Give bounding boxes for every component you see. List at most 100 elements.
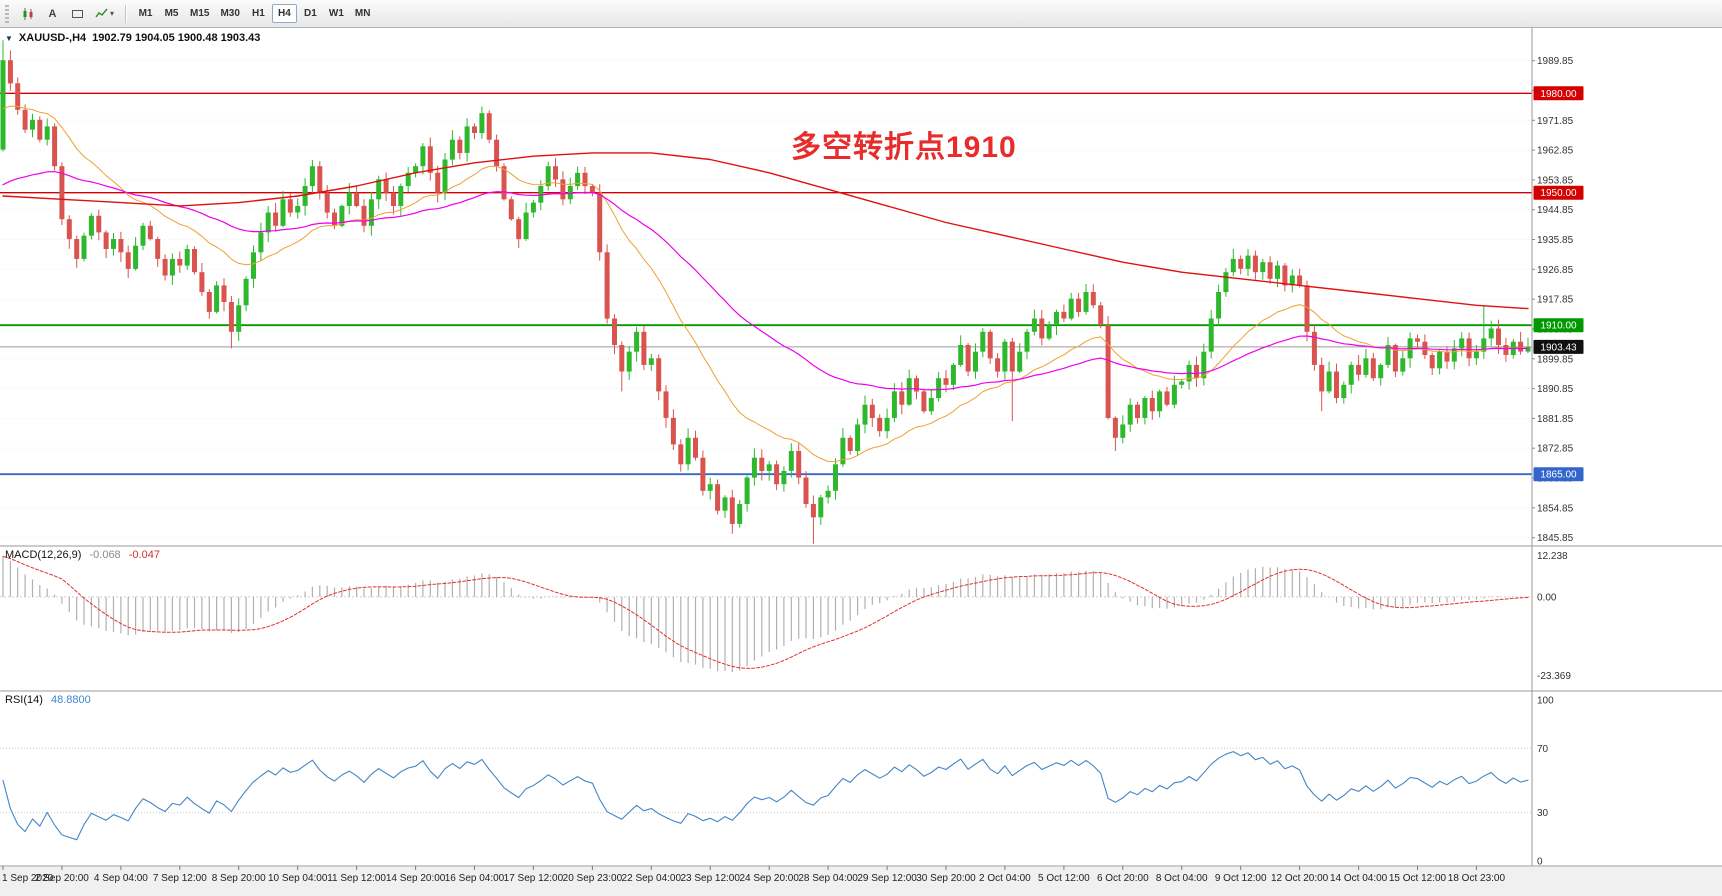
candle-body <box>1525 346 1531 352</box>
candle-body <box>405 172 411 187</box>
candle-body <box>391 192 396 206</box>
candle-body <box>1378 364 1384 379</box>
candle-body <box>670 417 676 445</box>
candle-body <box>111 239 116 249</box>
chart-title: ▼ XAUUSD-,H4 1902.79 1904.05 1900.48 190… <box>5 32 260 44</box>
candle-body <box>744 477 750 504</box>
timeframe-button-d1[interactable]: D1 <box>304 8 317 19</box>
time-tick-label: 8 Oct 04:00 <box>1156 873 1208 884</box>
candle-body <box>516 219 522 240</box>
candle-body <box>287 199 293 213</box>
candle-body <box>523 212 529 239</box>
candle-body <box>553 166 558 180</box>
candle-body <box>958 345 964 365</box>
mid-ma-line <box>2 171 1529 391</box>
timeframe-button-mn[interactable]: MN <box>354 8 371 19</box>
text-frame-button[interactable] <box>66 3 89 24</box>
time-tick-label: 7 Sep 12:00 <box>153 873 207 884</box>
annotation-text[interactable]: 多空转折点1910 <box>791 131 1017 164</box>
candle-body <box>899 391 905 405</box>
time-tick-label: 6 Oct 20:00 <box>1097 873 1149 884</box>
candle-body <box>626 351 632 372</box>
candle-body <box>155 239 161 259</box>
macd-tick-label: 12.238 <box>1537 551 1568 562</box>
time-tick-label: 22 Sep 04:00 <box>622 873 682 884</box>
timeframe-button-m1[interactable]: M1 <box>138 8 153 19</box>
candle-body <box>81 235 87 259</box>
time-tick-label: 29 Sep 12:00 <box>857 873 917 884</box>
candle-body <box>1083 292 1089 312</box>
candle-body <box>1142 398 1148 418</box>
candle-body <box>140 225 146 246</box>
time-tick-label: 2 Oct 04:00 <box>979 873 1031 884</box>
candle-body <box>1473 351 1479 359</box>
candle-body <box>22 109 28 130</box>
candle-body <box>1297 275 1303 286</box>
candle-body <box>1098 305 1104 326</box>
candle-body <box>1459 338 1465 349</box>
candle-body <box>1488 328 1494 339</box>
ohlc-values: 1902.79 1904.05 1900.48 1903.43 <box>92 32 261 44</box>
candle-body <box>1275 265 1280 279</box>
rsi-tick-label: 70 <box>1537 744 1549 755</box>
text-label-button[interactable]: A <box>41 3 64 24</box>
candle-body <box>339 205 345 226</box>
price-tick-label: 1881.85 <box>1537 414 1574 425</box>
candle-body <box>309 166 315 187</box>
candle-body <box>258 232 264 253</box>
timeframe-button-w1[interactable]: W1 <box>328 8 344 19</box>
timeframe-button-m5[interactable]: M5 <box>164 8 179 19</box>
timeframe-button-m30[interactable]: M30 <box>220 8 240 19</box>
time-tick-label: 12 Oct 20:00 <box>1271 873 1329 884</box>
candle-body <box>1341 384 1347 399</box>
toolbar-separator <box>125 4 127 23</box>
time-tick-label: 28 Sep 04:00 <box>798 873 858 884</box>
candle-body <box>1046 325 1052 339</box>
candle-body <box>936 378 942 399</box>
rsi-tick-label: 100 <box>1537 696 1554 707</box>
time-axis[interactable] <box>0 867 1722 896</box>
pivot-line-1910-badge-label: 1910.00 <box>1540 321 1577 332</box>
candle-body <box>486 113 492 140</box>
candle-body <box>251 252 256 279</box>
candle-body <box>641 331 647 365</box>
candle-body <box>1356 364 1362 375</box>
candle-body <box>729 497 735 524</box>
time-tick-label: 5 Oct 12:00 <box>1038 873 1090 884</box>
price-tick-label: 1854.85 <box>1537 503 1574 514</box>
candle-body <box>597 192 603 253</box>
macd-tick-label: 0.00 <box>1537 592 1557 603</box>
candle-body <box>648 358 654 365</box>
candle-body <box>604 252 610 319</box>
candle-body <box>1481 338 1487 352</box>
chart-type-button[interactable] <box>16 3 39 24</box>
indicators-menu-button[interactable]: ▾ <box>91 3 118 24</box>
rsi-line <box>2 751 1529 841</box>
timeframe-group: M1 M5 M15 M30 H1 H4 D1 W1 MN <box>133 4 375 23</box>
timeframe-button-h4[interactable]: H4 <box>271 4 297 23</box>
candle-body <box>530 202 536 213</box>
candle-body <box>420 146 426 167</box>
candle-body <box>545 166 551 187</box>
timeframe-button-h1[interactable]: H1 <box>252 8 265 19</box>
candle-body <box>214 285 220 312</box>
time-tick-label: 2 Sep 20:00 <box>35 873 89 884</box>
candle-body <box>1068 298 1074 319</box>
candle-body <box>236 305 242 332</box>
candle-body <box>774 464 780 485</box>
toolbar-grip[interactable] <box>5 4 9 23</box>
candle-body <box>265 212 271 233</box>
pivot-line-1910-badge <box>1533 318 1584 333</box>
candle-body <box>1112 417 1118 438</box>
candle-body <box>1216 292 1222 319</box>
collapse-triangle-icon[interactable]: ▼ <box>5 33 13 43</box>
candle-body <box>1105 325 1111 418</box>
candle-body <box>950 364 956 385</box>
timeframe-button-m15[interactable]: M15 <box>190 8 210 19</box>
candle-body <box>442 159 448 193</box>
candle-body <box>847 437 853 452</box>
resistance-line-1950-badge-label: 1950.00 <box>1540 188 1577 199</box>
candle-body <box>280 199 286 226</box>
